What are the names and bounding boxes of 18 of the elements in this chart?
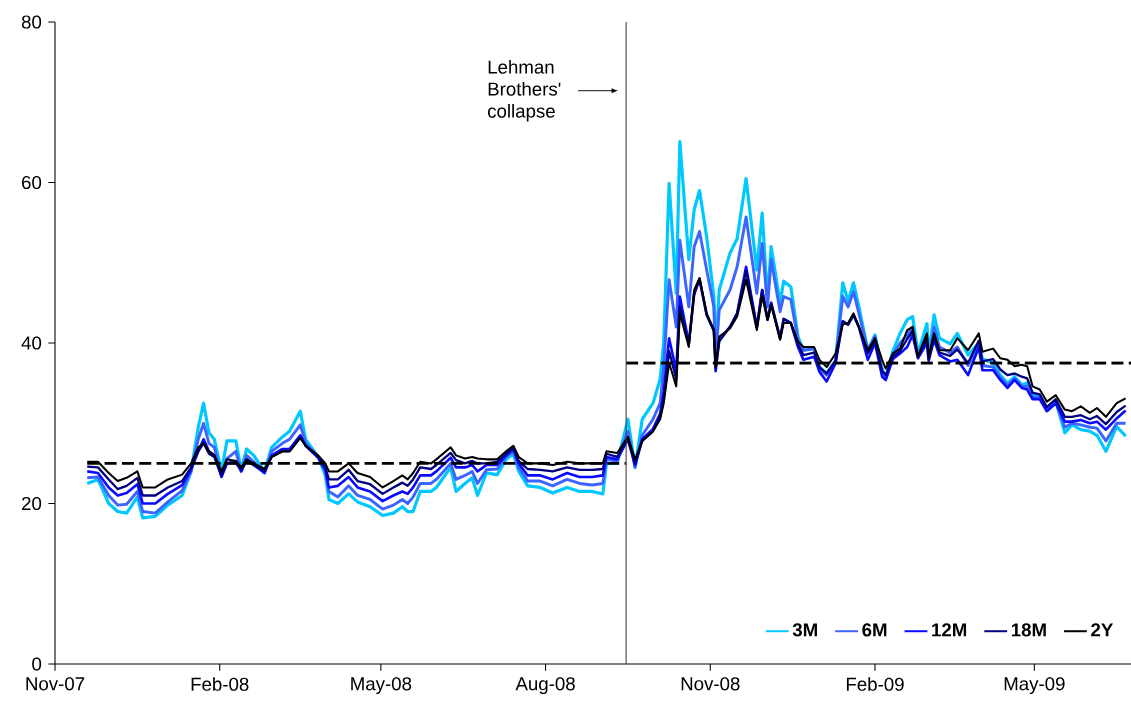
x-tick-label: Feb-08 [191, 677, 249, 691]
y-tick-label: 80 [21, 15, 42, 29]
y-tick-label: 20 [22, 496, 42, 511]
y-tick-label: 40 [21, 336, 42, 350]
legend-label: 6M [862, 623, 887, 637]
x-tick-label: Nov-08 [681, 677, 740, 691]
x-tick-label: Aug-08 [515, 677, 575, 695]
x-tick-label: May-08 [351, 677, 412, 695]
x-tick-label: May-09 [1004, 677, 1065, 695]
legend-label: 3M [792, 623, 817, 637]
legend-label: 18M [1011, 623, 1046, 637]
x-tick-label: Feb-09 [846, 677, 904, 691]
annotation: Lehman Brothers' collapse [487, 60, 561, 122]
legend-label: 2Y [1091, 623, 1114, 637]
x-tick-label: Nov-07 [26, 677, 85, 691]
y-tick-label: 0 [32, 657, 42, 671]
y-tick-label: 60 [22, 175, 42, 190]
legend-label: 12M [932, 623, 967, 637]
